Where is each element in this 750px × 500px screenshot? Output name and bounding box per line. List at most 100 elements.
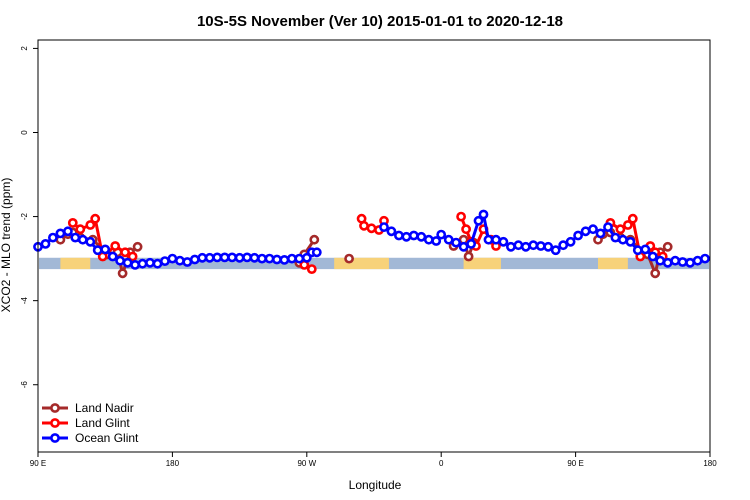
- data-point: [647, 251, 658, 262]
- data-point: [110, 241, 121, 251]
- data-point: [677, 257, 688, 267]
- data-point: [159, 256, 170, 266]
- data-point: [115, 255, 125, 266]
- data-point: [456, 211, 466, 222]
- data-point: [627, 213, 638, 224]
- data-point: [558, 240, 569, 251]
- data-point: [610, 232, 621, 243]
- data-point: [543, 241, 554, 252]
- data-point: [535, 241, 546, 251]
- y-tick-label: 2: [20, 46, 29, 51]
- data-point: [311, 247, 322, 258]
- data-point: [650, 268, 661, 279]
- data-point: [463, 251, 474, 262]
- data-point: [48, 232, 58, 243]
- y-tick-label: -6: [20, 381, 29, 389]
- data-point: [458, 241, 469, 252]
- y-axis-label: XCO2 - MLO trend (ppm): [0, 178, 13, 313]
- data-point: [662, 257, 673, 268]
- data-point: [595, 228, 606, 239]
- legend-marker: [50, 433, 60, 443]
- data-point: [344, 253, 354, 264]
- data-point: [309, 234, 320, 245]
- data-point: [249, 252, 260, 263]
- data-point: [685, 257, 695, 268]
- data-point: [264, 253, 275, 264]
- data-point: [588, 224, 598, 235]
- data-point: [513, 240, 524, 251]
- legend-label: Ocean Glint: [75, 431, 139, 445]
- data-point: [466, 238, 476, 249]
- data-point: [379, 222, 389, 232]
- data-point: [461, 224, 471, 235]
- data-point: [625, 236, 636, 247]
- data-point: [662, 241, 673, 252]
- data-point: [271, 254, 282, 265]
- data-point: [483, 234, 494, 245]
- series-ocean-glint: [33, 209, 710, 270]
- data-point: [137, 258, 148, 269]
- data-point: [473, 215, 484, 226]
- surface-band: [39, 257, 709, 270]
- data-point: [257, 253, 267, 264]
- x-axis-label: Longitude: [349, 478, 402, 492]
- data-point: [550, 245, 561, 256]
- data-point: [294, 253, 305, 264]
- data-point: [70, 232, 81, 243]
- data-point: [279, 254, 290, 265]
- data-point: [204, 252, 215, 263]
- data-point: [505, 241, 516, 252]
- data-point: [670, 255, 681, 266]
- x-tick-label: 90 E: [30, 459, 46, 468]
- data-point: [182, 257, 193, 267]
- x-tick-label: 90 E: [567, 459, 583, 468]
- legend-label: Land Nadir: [75, 401, 134, 415]
- data-point: [451, 237, 461, 248]
- y-tick-label: 0: [20, 130, 29, 135]
- data-point: [117, 268, 128, 279]
- data-point: [615, 224, 626, 235]
- data-point: [603, 222, 613, 232]
- data-point: [122, 257, 133, 268]
- data-point: [359, 220, 369, 231]
- data-point: [85, 220, 96, 230]
- legend-marker: [50, 418, 60, 428]
- data-point: [528, 240, 539, 251]
- data-point: [212, 252, 223, 263]
- data-point: [700, 253, 710, 264]
- data-point: [478, 209, 489, 220]
- data-point: [436, 229, 447, 240]
- y-tick-label: -2: [20, 212, 29, 220]
- data-point: [623, 220, 633, 230]
- land-band-0: [60, 257, 91, 270]
- data-point: [573, 230, 583, 241]
- x-axis: 90 E 180 90 W 0 90 E 180: [30, 452, 717, 468]
- legend-label: Land Glint: [75, 416, 130, 430]
- data-point: [655, 255, 666, 266]
- x-tick-label: 180: [703, 459, 717, 468]
- data-point: [90, 213, 101, 224]
- land-band-1: [334, 257, 389, 270]
- data-point: [618, 234, 628, 245]
- data-point: [431, 236, 442, 246]
- x-tick-label: 180: [166, 459, 180, 468]
- data-point: [234, 252, 245, 263]
- data-point: [306, 264, 317, 274]
- data-point: [520, 241, 531, 252]
- y-tick-label: -4: [20, 297, 29, 305]
- data-point: [632, 245, 643, 256]
- data-point: [498, 236, 509, 247]
- series-layer: [33, 209, 710, 279]
- data-point: [132, 241, 143, 252]
- data-point: [77, 234, 88, 245]
- data-point: [120, 247, 130, 258]
- chart-title: 10S-5S November (Ver 10) 2015-01-01 to 2…: [197, 13, 563, 30]
- data-point: [127, 251, 138, 262]
- data-point: [107, 251, 118, 262]
- data-point: [386, 226, 397, 237]
- data-point: [423, 234, 434, 245]
- y-axis: 2 0 -2 -4 -6: [20, 46, 38, 389]
- data-point: [227, 252, 237, 263]
- data-point: [401, 231, 412, 242]
